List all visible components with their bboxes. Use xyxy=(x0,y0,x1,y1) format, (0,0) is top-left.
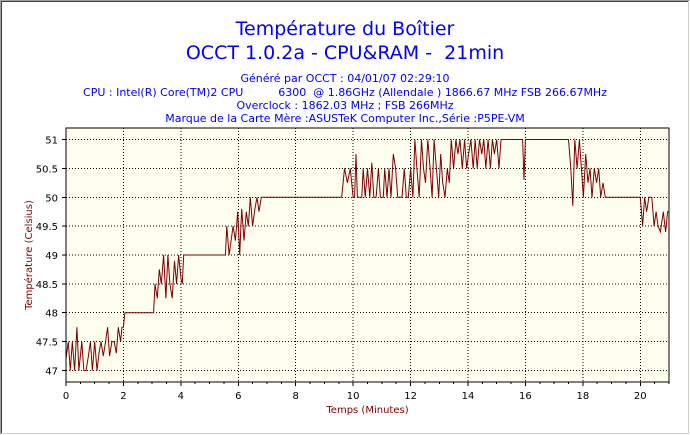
y-tick-label: 49.5 xyxy=(36,222,58,233)
x-tick-label: 20 xyxy=(634,391,647,402)
x-tick-label: 12 xyxy=(404,391,417,402)
series-line-temperature xyxy=(65,139,669,371)
x-tick-label: 6 xyxy=(235,391,241,402)
y-tick-label: 48.5 xyxy=(36,280,58,291)
x-tick-label: 0 xyxy=(63,391,69,402)
y-tick-label: 50.5 xyxy=(36,164,58,175)
y-tick-label: 47 xyxy=(45,366,58,377)
info-line-generated: Généré par OCCT : 04/01/07 02:29:10 xyxy=(240,72,450,85)
x-tick-label: 4 xyxy=(178,391,184,402)
x-axis-label: Temps (Minutes) xyxy=(325,405,408,416)
chart-subtitle: OCCT 1.0.2a - CPU&RAM - 21min xyxy=(185,42,505,64)
x-tick-label: 10 xyxy=(347,391,360,402)
plot-border xyxy=(65,127,670,383)
x-tick-label: 2 xyxy=(120,391,126,402)
y-tick-label: 50 xyxy=(45,193,58,204)
info-line-overclock: Overclock : 1862.03 MHz ; FSB 266MHz xyxy=(236,99,454,112)
y-tick-label: 48 xyxy=(45,309,58,320)
x-tick-label: 8 xyxy=(293,391,299,402)
x-tick-label: 14 xyxy=(462,391,475,402)
y-tick-label: 47.5 xyxy=(36,338,58,349)
x-tick-label: 16 xyxy=(519,391,532,402)
chart-title: Température du Boîtier xyxy=(235,18,455,40)
x-tick-label: 18 xyxy=(576,391,589,402)
y-tick-label: 49 xyxy=(45,251,58,262)
info-line-motherboard: Marque de la Carte Mère :ASUSTeK Compute… xyxy=(165,112,525,125)
y-axis-label: Température (Celsius) xyxy=(23,200,35,311)
y-tick-label: 51 xyxy=(45,136,58,147)
info-line-cpu: CPU : Intel(R) Core(TM)2 CPU 6300 @ 1.86… xyxy=(83,86,607,99)
